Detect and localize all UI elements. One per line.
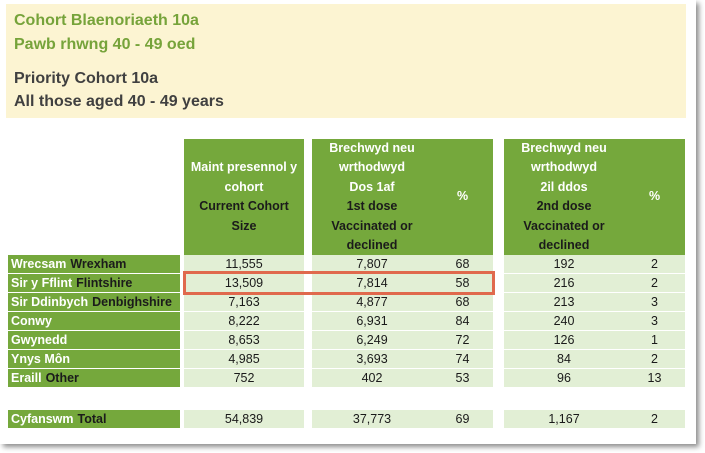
row-ynys-m-n-dose1: 3,693 (312, 350, 432, 368)
row-wrexham-dose2: 192 (504, 255, 624, 273)
row-other-pct2: 13 (624, 369, 685, 387)
row-gwynedd-label: Gwynedd (8, 331, 180, 349)
row-denbighshire-dose1: 4,877 (312, 293, 432, 311)
header-current-cohort: Maint presennol y cohort Current Cohort … (184, 139, 304, 255)
row-wrexham-current: 11,555 (184, 255, 304, 273)
row-flintshire-pct2: 2 (624, 274, 685, 292)
header-dose2: Brechwyd neu wrthodwyd 2il ddos 2nd dose… (504, 139, 624, 255)
row-other-dose2: 96 (504, 369, 624, 387)
row-other-current: 752 (184, 369, 304, 387)
row-flintshire-pct1: 58 (432, 274, 493, 292)
row-wrexham-label: Wrecsam Wrexham (8, 255, 180, 273)
welsh-title: Cohort Blaenoriaeth 10a (14, 12, 199, 29)
row-gwynedd-dose2: 126 (504, 331, 624, 349)
row-wrexham-pct2: 2 (624, 255, 685, 273)
row-wrexham-pct1: 68 (432, 255, 493, 273)
welsh-subtitle: Pawb rhwng 40 - 49 oed (14, 36, 196, 53)
row-total-dose1: 37,773 (312, 410, 432, 428)
row-gwynedd-pct2: 1 (624, 331, 685, 349)
row-flintshire-current: 13,509 (184, 274, 304, 292)
row-total-pct1: 69 (432, 410, 493, 428)
row-ynys-m-n-pct2: 2 (624, 350, 685, 368)
row-flintshire-label: Sir y Fflint Flintshire (8, 274, 180, 292)
row-wrexham-dose1: 7,807 (312, 255, 432, 273)
row-denbighshire-pct2: 3 (624, 293, 685, 311)
header-dose1: Brechwyd neu wrthodwyd Dos 1af 1st dose … (312, 139, 432, 255)
row-conwy-pct1: 84 (432, 312, 493, 330)
row-conwy-pct2: 3 (624, 312, 685, 330)
row-total-pct2: 2 (624, 410, 685, 428)
row-total-dose2: 1,167 (504, 410, 624, 428)
row-conwy-label: Conwy (8, 312, 180, 330)
header-pct2: % (624, 139, 685, 255)
row-ynys-m-n-label: Ynys Môn (8, 350, 180, 368)
header-pct1: % (432, 139, 493, 255)
row-conwy-dose2: 240 (504, 312, 624, 330)
english-title: Priority Cohort 10a (14, 70, 159, 87)
row-denbighshire-current: 7,163 (184, 293, 304, 311)
cohort-header: Cohort Blaenoriaeth 10a Pawb rhwng 40 - … (6, 4, 686, 118)
row-total-label: Cyfanswm Total (8, 410, 180, 428)
row-conwy-dose1: 6,931 (312, 312, 432, 330)
row-denbighshire-label: Sir Ddinbych Denbighshire (8, 293, 180, 311)
row-total-current: 54,839 (184, 410, 304, 428)
row-ynys-m-n-pct1: 74 (432, 350, 493, 368)
row-gwynedd-current: 8,653 (184, 331, 304, 349)
row-denbighshire-pct1: 68 (432, 293, 493, 311)
row-gwynedd-pct1: 72 (432, 331, 493, 349)
row-other-label: Eraill Other (8, 369, 180, 387)
row-ynys-m-n-dose2: 84 (504, 350, 624, 368)
row-conwy-current: 8,222 (184, 312, 304, 330)
row-flintshire-dose1: 7,814 (312, 274, 432, 292)
english-subtitle: All those aged 40 - 49 years (14, 93, 224, 110)
row-gwynedd-dose1: 6,249 (312, 331, 432, 349)
row-other-dose1: 402 (312, 369, 432, 387)
flintshire-highlight-box (183, 271, 495, 295)
row-flintshire-dose2: 216 (504, 274, 624, 292)
row-ynys-m-n-current: 4,985 (184, 350, 304, 368)
row-other-pct1: 53 (432, 369, 493, 387)
row-denbighshire-dose2: 213 (504, 293, 624, 311)
